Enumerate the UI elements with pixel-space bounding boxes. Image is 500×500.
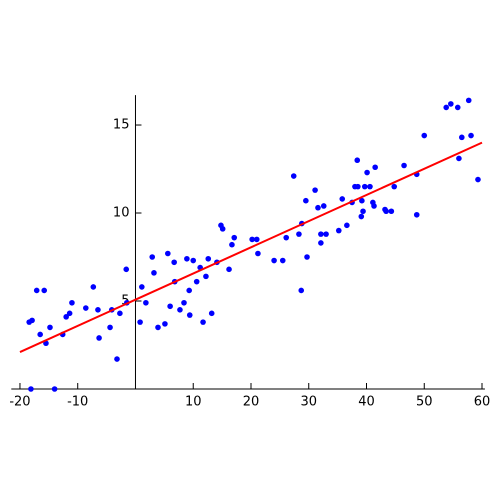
point — [298, 287, 305, 294]
point — [114, 356, 120, 362]
point — [372, 164, 378, 171]
point — [165, 250, 171, 257]
point — [83, 305, 89, 311]
point — [143, 299, 149, 306]
point — [95, 307, 101, 313]
point — [465, 97, 472, 104]
point — [181, 299, 187, 306]
point — [69, 299, 75, 306]
point — [186, 312, 193, 318]
point — [184, 255, 190, 262]
point — [186, 287, 192, 294]
point — [454, 104, 461, 111]
point — [149, 254, 156, 260]
point — [413, 211, 420, 218]
x-tick-label: 60 — [474, 395, 491, 410]
point — [358, 213, 365, 220]
point — [28, 386, 34, 392]
point — [208, 310, 215, 317]
point — [41, 287, 48, 294]
point — [296, 231, 302, 237]
point — [383, 208, 389, 215]
point — [107, 324, 113, 331]
point — [47, 324, 53, 331]
point — [361, 183, 368, 190]
point — [177, 307, 183, 313]
point — [475, 176, 481, 183]
y-tick-label: 15 — [113, 118, 130, 133]
point — [33, 287, 40, 294]
point — [318, 240, 324, 246]
point — [229, 241, 235, 248]
point — [231, 234, 238, 241]
point — [391, 183, 398, 190]
point — [290, 173, 297, 179]
point — [355, 183, 361, 190]
point — [315, 204, 321, 211]
point — [443, 104, 450, 111]
point — [96, 335, 102, 341]
x-tick-label: -10 — [67, 395, 88, 410]
point — [360, 208, 366, 215]
point — [364, 169, 370, 176]
point — [448, 101, 454, 107]
point — [367, 183, 373, 190]
point — [155, 324, 161, 331]
point — [359, 197, 365, 204]
point — [318, 231, 324, 237]
point — [401, 162, 407, 169]
point — [162, 321, 168, 327]
point — [219, 226, 226, 232]
point — [312, 187, 318, 193]
point — [190, 257, 197, 264]
point — [320, 203, 327, 209]
point — [205, 255, 212, 262]
point — [226, 266, 232, 273]
x-tick-label: -20 — [9, 395, 30, 410]
point — [37, 331, 43, 338]
x-tick-label: 40 — [358, 395, 375, 410]
point — [167, 303, 173, 310]
point — [388, 208, 395, 215]
point — [29, 317, 35, 324]
point — [283, 234, 290, 241]
point — [200, 319, 206, 325]
y-tick-label: 10 — [113, 206, 130, 221]
point — [139, 284, 145, 290]
x-tick-label: 50 — [416, 395, 433, 410]
point — [193, 278, 200, 285]
point — [468, 132, 474, 139]
point — [303, 197, 309, 204]
point — [271, 257, 277, 264]
point — [304, 254, 310, 260]
point — [90, 284, 97, 290]
point — [171, 259, 177, 266]
point — [335, 227, 342, 234]
point — [255, 250, 261, 257]
point — [249, 236, 255, 243]
x-tick-label: 20 — [243, 395, 260, 410]
point — [253, 236, 260, 243]
point — [151, 270, 157, 276]
point — [421, 132, 428, 139]
point — [456, 155, 462, 162]
point — [63, 314, 69, 320]
point — [51, 386, 58, 392]
point — [458, 134, 465, 141]
point — [137, 319, 143, 325]
point — [323, 231, 329, 237]
point — [66, 310, 73, 317]
point — [279, 257, 286, 264]
point — [203, 273, 209, 280]
x-tick-label: 30 — [300, 395, 317, 410]
point — [123, 266, 130, 273]
point — [117, 310, 123, 317]
point — [344, 222, 350, 229]
point — [339, 196, 346, 202]
x-tick-label: 10 — [185, 395, 202, 410]
point — [354, 157, 361, 164]
point — [371, 203, 377, 209]
regression-line — [19, 141, 483, 353]
